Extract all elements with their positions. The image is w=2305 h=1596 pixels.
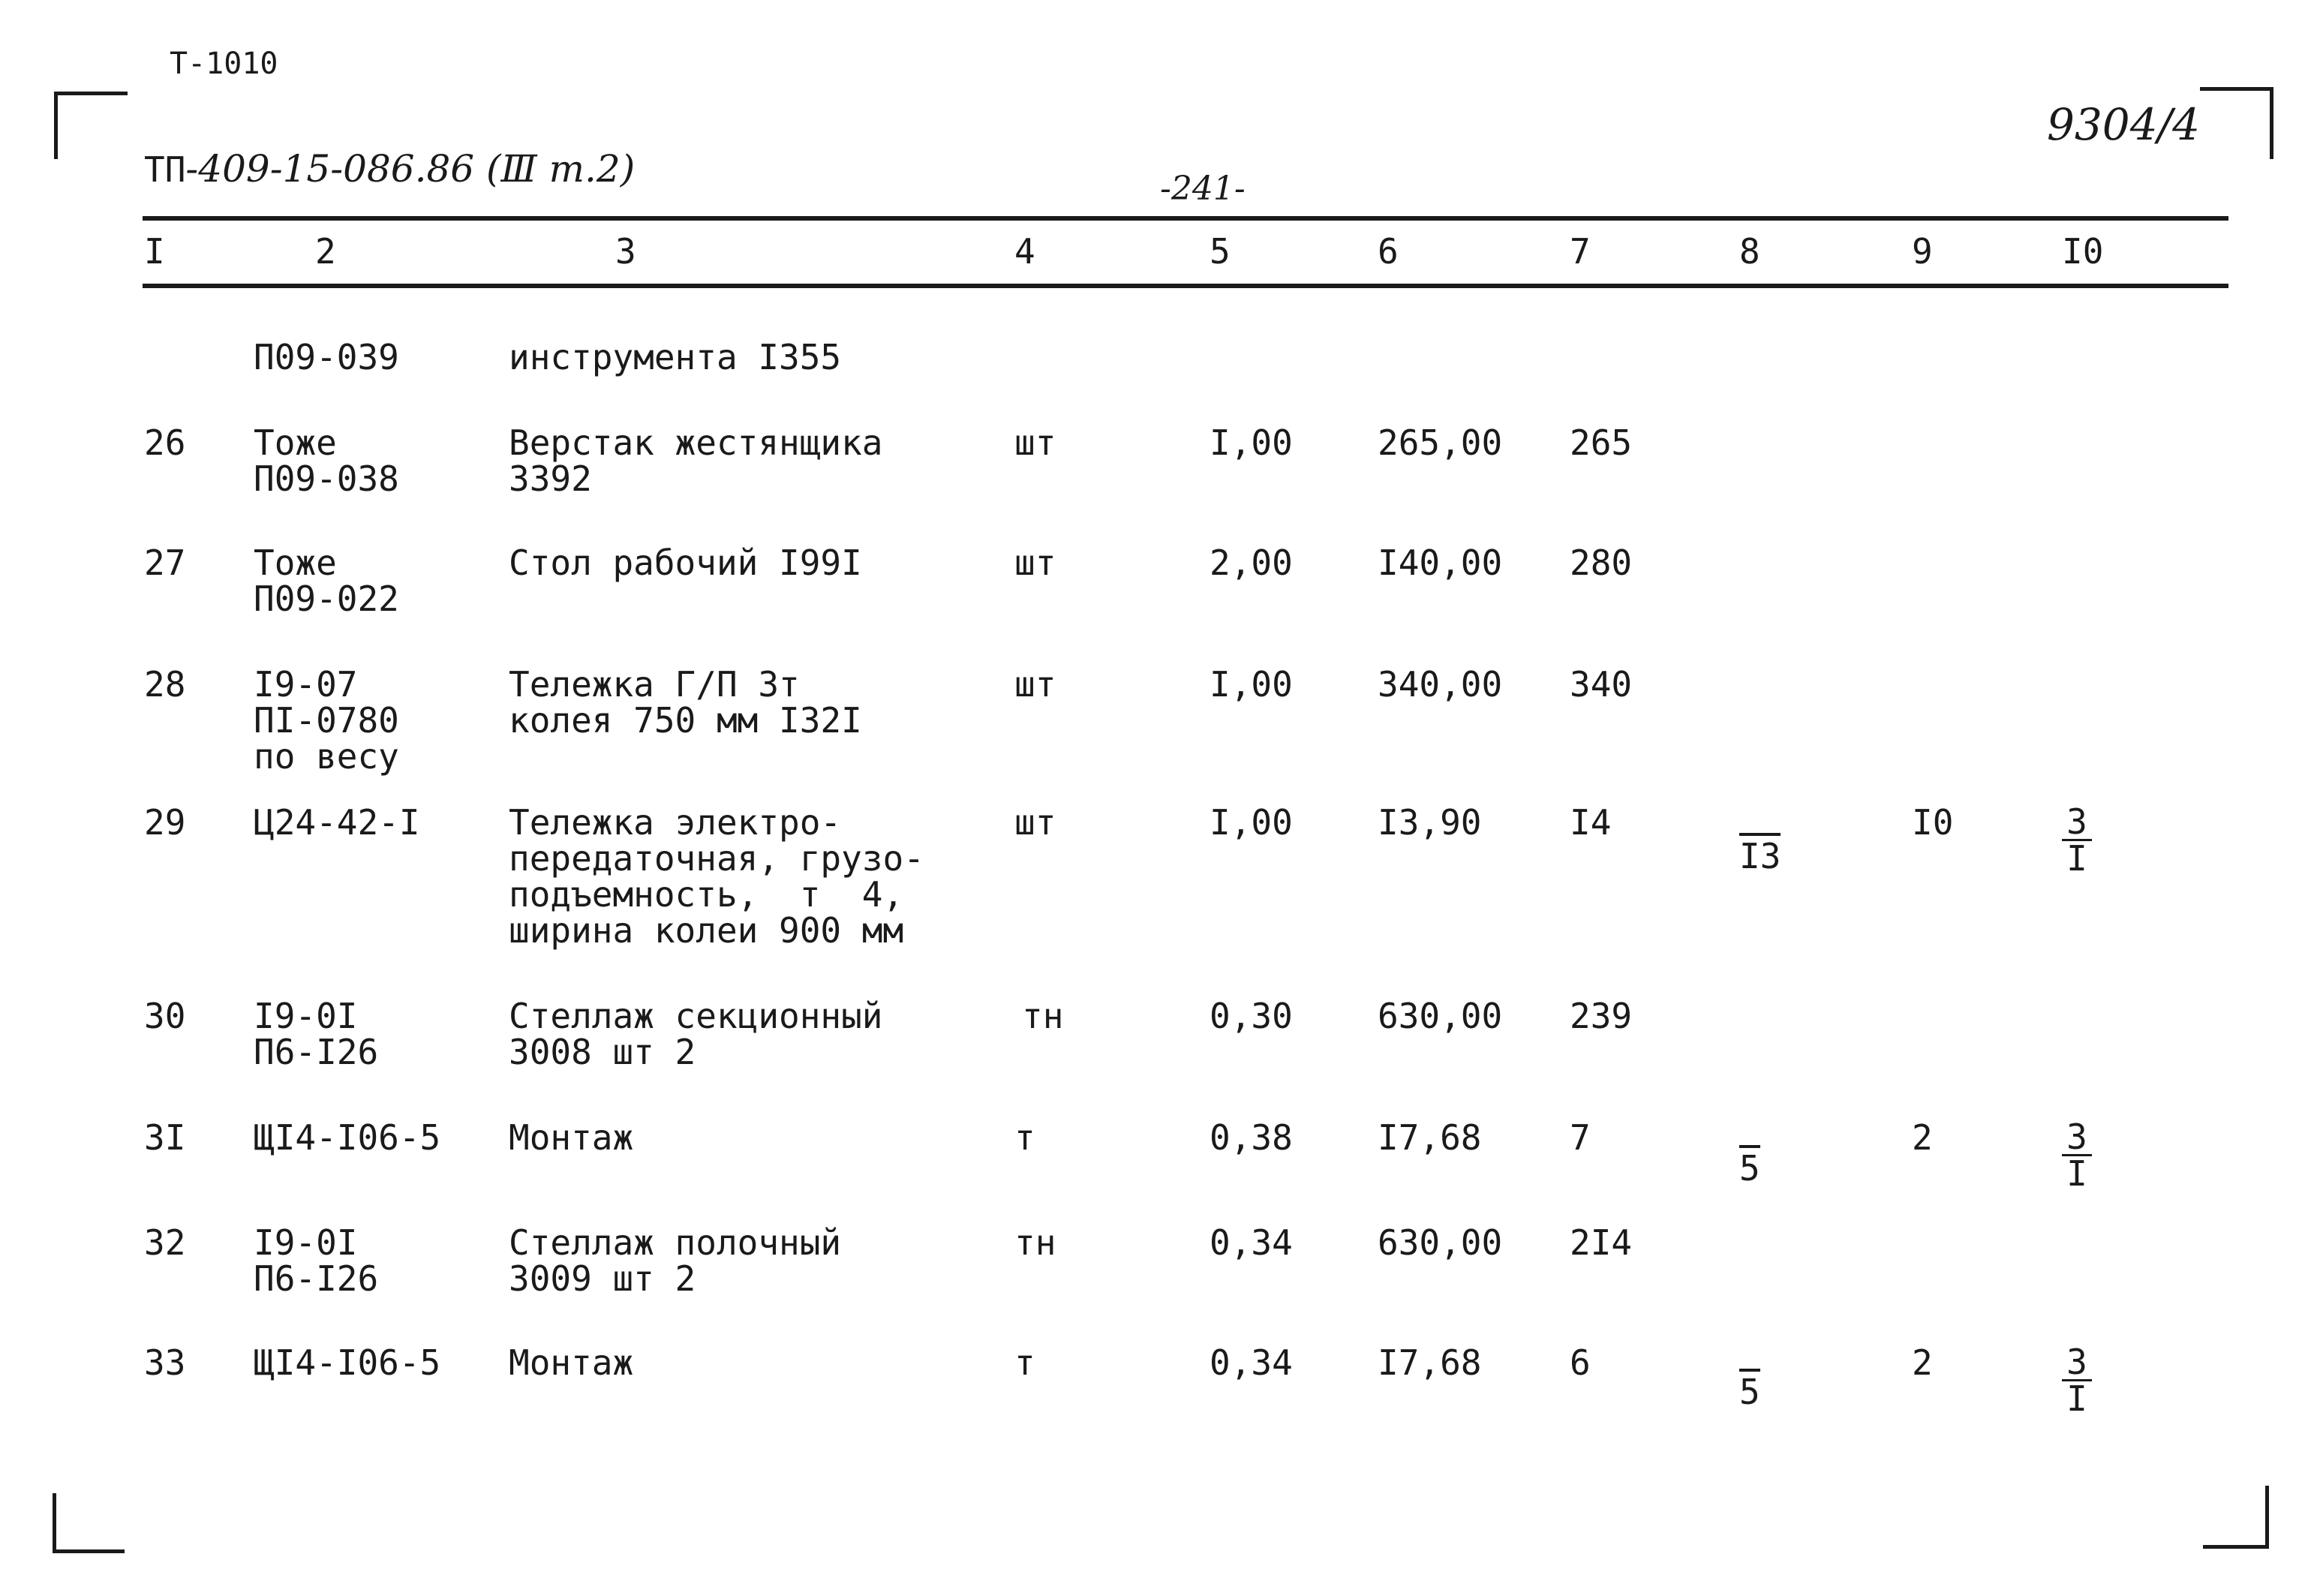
column-header: I0 [2062,231,2104,272]
cell-price: I40,00 [1378,543,1503,583]
cell-total: 265 [1570,422,1633,463]
page-number: -241- [1160,170,1246,208]
frame-corner-top-left-h [54,92,128,95]
cell-col10-fraction: 3 I [2062,804,2092,876]
column-header: 2 [315,231,336,272]
frame-corner-bottom-right-v [2265,1486,2269,1549]
cell-num: 29 [144,802,186,843]
cell-col8: 5 [1739,1369,1760,1412]
designation-handwritten: -409-15-086.86 (Ⅲ т.2) [185,147,636,191]
cell-price: I3,90 [1378,802,1482,843]
frame-corner-bottom-left-h [53,1549,125,1553]
cell-qty: I,00 [1210,802,1293,843]
cell-total: 6 [1570,1342,1591,1383]
cell-unit: шт [1014,543,1056,583]
cell-name: Тележка Г/П 3т колея 750 мм I32I [509,664,862,741]
column-header: I [144,231,165,272]
cell-code: I9-07 ПI-0780 по весу [254,664,399,777]
cell-total: 280 [1570,543,1633,583]
cell-unit: т [1014,1117,1035,1158]
cell-total: 2I4 [1570,1222,1633,1263]
frame-corner-top-right-h [2200,87,2273,91]
cell-name: Монтаж [509,1342,634,1383]
cell-unit: т [1014,1342,1035,1383]
column-header: 5 [1210,231,1231,272]
cell-qty: I,00 [1210,422,1293,463]
column-header: 4 [1014,231,1035,272]
cell-col10-fraction: 3 I [2062,1120,2092,1191]
cell-price: I7,68 [1378,1342,1482,1383]
cell-name: Стеллаж полочный 3009 шт 2 [509,1222,842,1299]
cell-col9: 2 [1912,1117,1933,1158]
frame-corner-top-left-v [54,92,58,159]
cell-qty: 0,34 [1210,1222,1293,1263]
cell-unit: тн [1014,1222,1056,1263]
cell-code: Тоже П09-038 [254,422,399,499]
cell-num: 27 [144,543,186,583]
frame-corner-bottom-left-v [53,1493,56,1553]
designation-print: ТП [144,149,186,190]
column-header: 3 [615,231,636,272]
cell-qty: 0,38 [1210,1117,1293,1158]
cell-name: Стол рабочий I99I [509,543,862,583]
cell-num: 28 [144,664,186,705]
cell-qty: 0,30 [1210,996,1293,1036]
cell-price: 265,00 [1378,422,1503,463]
cell-unit: шт [1014,664,1056,705]
cell-num: 30 [144,996,186,1036]
table-header-rule [143,284,2228,288]
column-header: 6 [1378,231,1399,272]
cell-qty: I,00 [1210,664,1293,705]
document-designation: ТП-409-15-086.86 (Ⅲ т.2) [144,147,635,191]
cell-name: Стеллаж секционный 3008 шт 2 [509,996,883,1072]
cell-unit: тн [1022,996,1064,1036]
cell-code: I9-0I П6-I26 [254,1222,379,1299]
cell-num: 32 [144,1222,186,1263]
column-header: 7 [1570,231,1591,272]
cell-code: Ц24-42-I [254,802,420,843]
cell-num: 33 [144,1342,186,1383]
cell-name: Монтаж [509,1117,634,1158]
frame-corner-top-right-v [2270,87,2273,159]
cell-col9: I0 [1912,802,1954,843]
cell-code: ЩI4-I06-5 [254,1342,441,1383]
cell-code: П09-039 [254,337,399,377]
cell-name: инструмента I355 [509,337,842,377]
cell-total: 340 [1570,664,1633,705]
cell-name: Верстак жестянщика 3392 [509,422,883,499]
cell-col8: I3 [1739,833,1781,876]
archive-number: 9304/4 [2047,99,2201,150]
cell-num: 26 [144,422,186,463]
cell-code: I9-0I П6-I26 [254,996,379,1072]
cell-name: Тележка электро- передаточная, грузо- по… [509,802,924,951]
table-top-rule [143,216,2228,221]
cell-price: I7,68 [1378,1117,1482,1158]
cell-unit: шт [1014,422,1056,463]
cell-col9: 2 [1912,1342,1933,1383]
column-header: 8 [1739,231,1760,272]
cell-total: 7 [1570,1117,1591,1158]
cell-qty: 0,34 [1210,1342,1293,1383]
column-header: 9 [1912,231,1933,272]
cell-price: 630,00 [1378,1222,1503,1263]
cell-price: 340,00 [1378,664,1503,705]
cell-col10-fraction: 3 I [2062,1345,2092,1416]
cell-price: 630,00 [1378,996,1503,1036]
cell-num: 3I [144,1117,186,1158]
frame-corner-bottom-right-h [2203,1545,2269,1549]
cell-code: ЩI4-I06-5 [254,1117,441,1158]
cell-total: I4 [1570,802,1612,843]
cell-code: Тоже П09-022 [254,543,399,619]
cell-col8: 5 [1739,1145,1760,1189]
cell-qty: 2,00 [1210,543,1293,583]
document-code: Т-1010 [170,47,278,81]
cell-unit: шт [1014,802,1056,843]
cell-total: 239 [1570,996,1633,1036]
